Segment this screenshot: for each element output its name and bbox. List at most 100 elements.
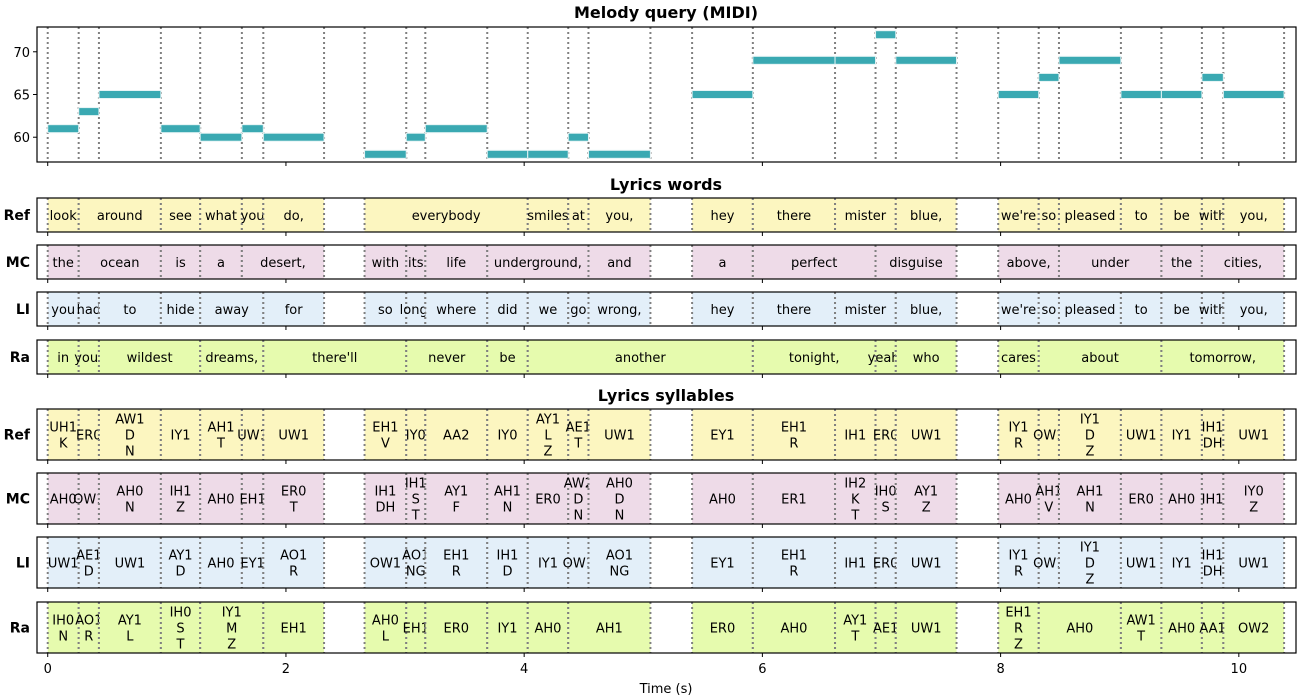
- segment-label: ER0: [710, 622, 736, 637]
- segment-label: EY1: [710, 429, 734, 444]
- melody-note: [1160, 90, 1203, 99]
- segment: [875, 340, 896, 374]
- segment: [263, 198, 325, 232]
- segment-label-line: AH0: [1168, 493, 1195, 508]
- segment-label: IY1: [171, 429, 191, 444]
- segment-label-line: AE1: [76, 549, 101, 564]
- segment-label-line: EY1: [710, 557, 734, 572]
- segment-label: underground,: [494, 256, 582, 271]
- segment-label: IY0: [406, 429, 426, 444]
- segment-label: AH0 N: [116, 485, 143, 516]
- segment-label-line: Z: [1014, 638, 1023, 653]
- segment: [1058, 198, 1121, 232]
- segment-label: IY0: [497, 429, 517, 444]
- segment: [895, 292, 957, 326]
- segment-label-line: under: [1091, 256, 1130, 271]
- segment: [527, 602, 569, 653]
- segment-label-line: M: [226, 622, 237, 637]
- segment-label-line: with: [372, 256, 400, 271]
- segment-label-line: we: [539, 303, 558, 318]
- segment-label-line: DH: [376, 501, 396, 516]
- segment: [47, 409, 79, 460]
- segment: [1038, 340, 1162, 374]
- segment-label-line: be: [1174, 209, 1190, 224]
- segment: [47, 473, 79, 524]
- segment: [998, 245, 1059, 279]
- segment: [406, 292, 426, 326]
- segment-label-line: go: [570, 303, 586, 318]
- segment-label: IH1 Z: [170, 485, 192, 516]
- segment-label: IY0 Z: [1244, 485, 1264, 516]
- segment-label: look: [50, 209, 78, 224]
- segment-label: everybody: [412, 209, 481, 224]
- segment-label: mister: [845, 209, 887, 224]
- segment: [425, 602, 488, 653]
- segment: [200, 340, 264, 374]
- segment-label-line: underground,: [494, 256, 582, 271]
- segment: [263, 340, 407, 374]
- segment-label: wildest: [127, 351, 173, 366]
- segment: [1120, 537, 1162, 588]
- segment-label: EY1: [710, 557, 734, 572]
- segment-label-line: your: [74, 351, 104, 366]
- segment-label-line: AO1: [75, 614, 102, 629]
- segment-label: EH1 V: [372, 421, 398, 452]
- segment-label-line: IH2: [844, 477, 866, 492]
- segment-label-line: UW1: [1238, 557, 1269, 572]
- segment-label: cities,: [1224, 256, 1262, 271]
- segment-label-line: UW1: [911, 622, 942, 637]
- segment: [241, 198, 264, 232]
- segment: [692, 473, 753, 524]
- segment-label-line: AE1: [566, 421, 591, 436]
- segment: [752, 473, 836, 524]
- segment: [241, 245, 325, 279]
- segment-label-line: everybody: [412, 209, 481, 224]
- melody-note: [834, 55, 877, 65]
- segment-label-line: S: [412, 493, 420, 508]
- segment: [406, 409, 426, 460]
- segment-label: blue,: [910, 303, 942, 318]
- melody-frame: [36, 26, 1297, 163]
- x-tick-label: 6: [758, 662, 766, 677]
- segment-label-line: IY1: [1172, 557, 1192, 572]
- segment: [527, 198, 569, 232]
- segment: [263, 473, 325, 524]
- segment-label-line: AY1: [914, 485, 938, 500]
- segment-label-line: ocean: [100, 256, 139, 271]
- segment-label-line: AH0: [535, 622, 562, 637]
- segment: [425, 292, 488, 326]
- segment-label: we: [539, 303, 558, 318]
- segment-label: IH1 DH: [1202, 421, 1224, 452]
- segment-label-line: ER0: [710, 622, 736, 637]
- melody-title: Melody query (MIDI): [574, 3, 758, 22]
- segment: [78, 602, 99, 653]
- segment-label-line: Z: [922, 501, 931, 516]
- segment: [752, 198, 836, 232]
- segment-label-line: V: [381, 437, 390, 452]
- segment-label-line: AH0: [1066, 622, 1093, 637]
- segment-label-line: who: [913, 351, 940, 366]
- segment-label-line: AH0: [372, 614, 399, 629]
- segment: [568, 537, 589, 588]
- segment: [263, 292, 325, 326]
- segment-label-line: K: [59, 437, 68, 452]
- segment: [1201, 602, 1224, 653]
- segment-label: OW1: [563, 557, 594, 572]
- segment-label-line: hide: [166, 303, 194, 318]
- segment-label: AW2 D N: [564, 477, 593, 524]
- melody-note: [1058, 55, 1122, 65]
- segment: [263, 409, 325, 460]
- segment-label-line: AH0: [208, 493, 235, 508]
- y-tick-label: 70: [13, 46, 30, 61]
- segment-label-line: IH1: [170, 485, 192, 500]
- segment-label: smiles: [527, 209, 569, 224]
- segment-label: IH0 S T: [170, 606, 192, 653]
- words-title: Lyrics words: [610, 175, 722, 194]
- segment-label: had: [77, 303, 101, 318]
- segment-label-line: ER1: [781, 493, 807, 508]
- melody-note: [98, 90, 162, 99]
- segment-label: do,: [284, 209, 304, 224]
- segment-label: OW1: [1033, 429, 1064, 444]
- segment-label: IH1: [1202, 493, 1224, 508]
